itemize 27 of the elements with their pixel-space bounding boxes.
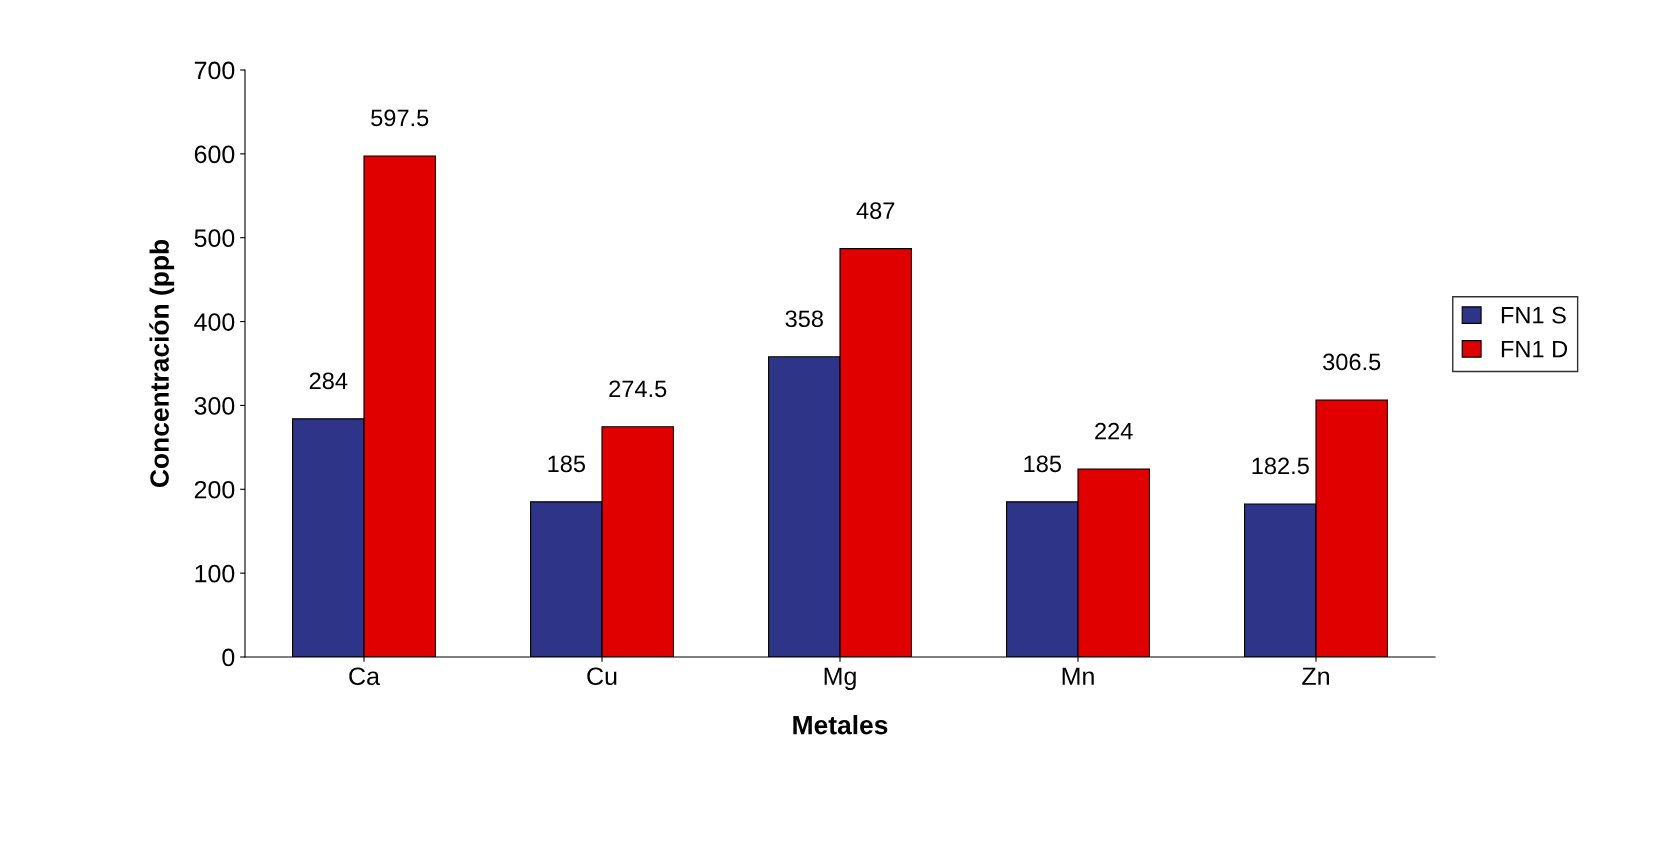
data-label: 274.5	[609, 380, 667, 398]
y-tick-label: 500	[194, 229, 235, 248]
x-tick-label: Ca	[349, 667, 380, 686]
data-label: 185	[548, 455, 586, 473]
legend-label: FN1 S	[1501, 306, 1566, 324]
data-label: 284	[309, 372, 348, 390]
x-axis-title: Metales	[793, 715, 888, 735]
data-label: 182.5	[1252, 457, 1309, 475]
x-tick-label: Zn	[1302, 667, 1329, 685]
data-label: 487	[856, 202, 895, 219]
data-label: 358	[785, 310, 823, 328]
y-tick-label: 400	[194, 313, 235, 331]
data-label: 597.5	[371, 109, 429, 127]
y-tick-label: 0	[222, 648, 235, 667]
x-tick-label: Mg	[824, 667, 856, 691]
x-tick-label: Cu	[587, 667, 617, 686]
y-tick-label: 100	[195, 564, 235, 583]
y-tick-label: 300	[194, 397, 235, 415]
y-tick-label: 600	[194, 145, 235, 164]
y-axis-title: Concentración (ppb	[149, 239, 175, 488]
data-label: 185	[1024, 455, 1062, 473]
data-label: 306.5	[1323, 353, 1381, 371]
y-tick-label: 700	[194, 61, 235, 80]
x-tick-label: Mn	[1062, 667, 1094, 685]
legend-label: FN1 D	[1501, 340, 1568, 358]
y-tick-label: 200	[194, 480, 235, 499]
data-label: 224	[1095, 422, 1133, 440]
